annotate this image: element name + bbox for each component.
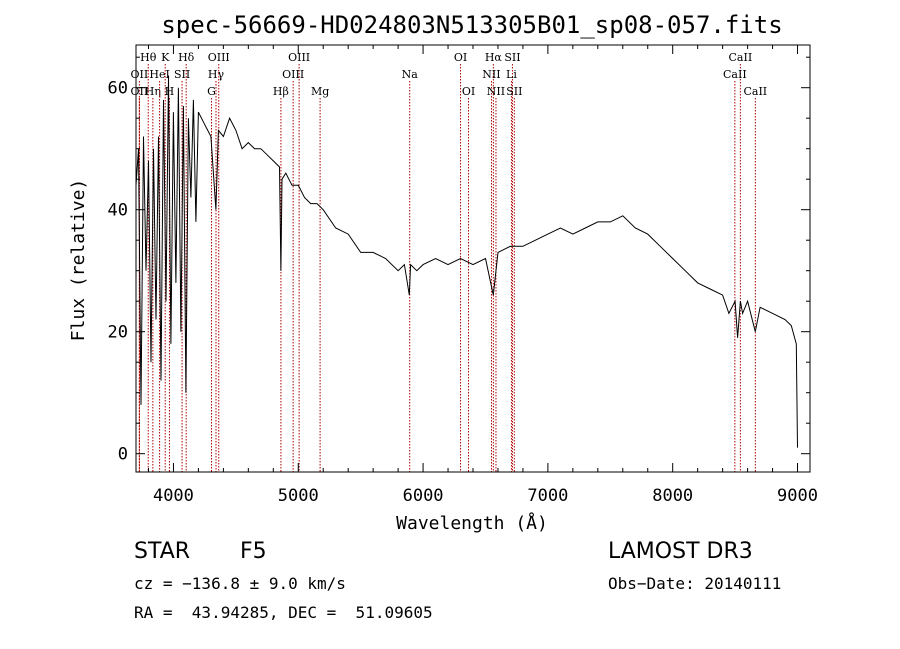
line-marker-label: Hθ (140, 51, 157, 64)
object-subclass: F5 (240, 539, 267, 564)
y-tick-label: 20 (108, 323, 128, 343)
observation-date: Obs−Date: 20140111 (608, 574, 782, 593)
plot-frame (135, 44, 811, 473)
object-class: STAR (134, 539, 191, 564)
line-marker-label: Hγ (208, 68, 225, 81)
line-marker-label: OIII (208, 51, 230, 64)
spectrum-series-line (135, 75, 798, 448)
line-marker-label: CaII (743, 85, 767, 98)
line-marker-label: SII (504, 51, 520, 64)
coordinates: RA = 43.94285, DEC = 51.09605 (134, 603, 433, 622)
chart-title: spec-56669-HD024803N513305B01_sp08-057.f… (161, 11, 782, 39)
line-marker-label: Hη (145, 85, 161, 98)
line-marker-label: Li (506, 68, 517, 81)
y-axis-label: Flux (relative) (68, 179, 89, 342)
line-marker-label: Hβ (273, 85, 289, 98)
x-tick-label: 9000 (777, 486, 818, 506)
survey-name: LAMOST DR3 (608, 539, 753, 564)
line-marker-label: Mg (311, 85, 329, 98)
line-marker-label: SII (174, 68, 190, 81)
y-tick-label: 60 (108, 79, 128, 99)
line-marker-label: SII (506, 85, 522, 98)
line-marker-label: Na (402, 68, 419, 81)
line-marker-label: Hα (485, 51, 503, 64)
line-marker-label: OI (462, 85, 475, 98)
line-marker-label: H (165, 85, 175, 98)
line-marker-label: NII (482, 68, 500, 81)
line-marker-label: Hδ (178, 51, 195, 64)
line-marker-label: CaII (723, 68, 747, 81)
x-axis-label: Wavelength (Å) (396, 512, 548, 534)
x-tick-label: 8000 (652, 486, 693, 506)
redshift-cz: cz = −136.8 ± 9.0 km/s (134, 574, 346, 593)
line-marker-label: CaII (729, 51, 753, 64)
line-marker-label: OIII (282, 68, 304, 81)
x-tick-label: 6000 (403, 486, 444, 506)
x-tick-label: 7000 (527, 486, 568, 506)
line-marker-label: G (207, 85, 216, 98)
line-marker-label: OI (454, 51, 467, 64)
x-axis-ticks: 4000 5000 6000 7000 8000 9000 (147, 45, 818, 506)
x-tick-label: 4000 (153, 486, 194, 506)
y-tick-label: 0 (118, 445, 128, 465)
line-marker-label: NII (487, 85, 505, 98)
y-tick-label: 40 (108, 201, 128, 221)
line-marker-label: OII (131, 68, 149, 81)
line-marker-label: OII (131, 85, 149, 98)
line-marker-label: OIII (288, 51, 310, 64)
line-marker-label: K (161, 51, 170, 64)
y-axis-ticks: 0 20 40 60 (108, 56, 810, 465)
x-tick-label: 5000 (278, 486, 319, 506)
line-marker-label: HeI (149, 68, 169, 81)
